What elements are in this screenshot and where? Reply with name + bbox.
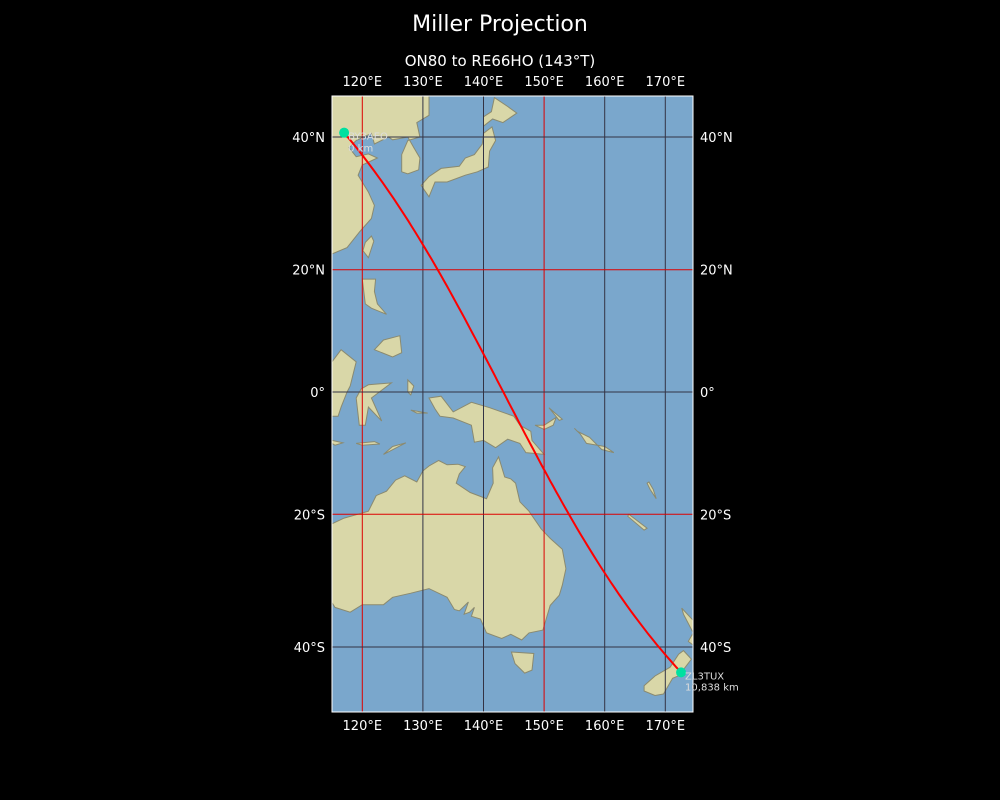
japan bbox=[420, 126, 497, 198]
top-lon-label: 160°E bbox=[585, 75, 625, 90]
luzon bbox=[361, 278, 387, 315]
right-lat-label: 20°N bbox=[700, 264, 733, 279]
map-frame bbox=[331, 95, 694, 713]
seram bbox=[410, 409, 428, 414]
vanuatu bbox=[646, 481, 657, 499]
halmahera bbox=[407, 378, 415, 396]
top-lon-label: 150°E bbox=[524, 75, 564, 90]
hokkaido bbox=[483, 96, 518, 128]
right-lat-label: 40°S bbox=[700, 641, 731, 656]
bottom-lon-label: 120°E bbox=[343, 719, 383, 734]
top-lon-label: 170°E bbox=[646, 75, 686, 90]
bottom-lon-label: 170°E bbox=[646, 719, 686, 734]
map-title: Miller Projection bbox=[412, 12, 588, 37]
java-bali bbox=[332, 439, 345, 446]
bottom-lon-label: 130°E bbox=[403, 719, 443, 734]
solomons bbox=[574, 427, 615, 454]
end-callsign: ZL3TUX bbox=[685, 671, 724, 682]
left-lat-label: 20°N bbox=[292, 264, 325, 279]
bottom-lon-label: 140°E bbox=[464, 719, 504, 734]
nz-north bbox=[681, 607, 693, 657]
timor bbox=[383, 442, 407, 455]
left-lat-label: 40°N bbox=[292, 131, 325, 146]
top-lon-label: 130°E bbox=[403, 75, 443, 90]
mindanao bbox=[373, 335, 403, 358]
fiji bbox=[708, 493, 720, 501]
new-britain bbox=[534, 416, 558, 431]
taiwan bbox=[362, 235, 375, 259]
bottom-lon-label: 160°E bbox=[585, 719, 625, 734]
start-marker[interactable] bbox=[339, 127, 350, 138]
left-lat-label: 0° bbox=[310, 386, 325, 401]
new-guinea bbox=[428, 395, 546, 456]
end-marker[interactable] bbox=[676, 667, 687, 678]
start-callsign: BY3AEO bbox=[348, 132, 388, 143]
australia bbox=[332, 455, 567, 641]
left-lat-label: 40°S bbox=[294, 641, 325, 656]
right-lat-label: 40°N bbox=[700, 131, 733, 146]
right-lat-label: 20°S bbox=[700, 508, 731, 523]
map-subtitle: ON80 to RE66HO (143°T) bbox=[404, 52, 596, 70]
nz-south bbox=[643, 649, 693, 697]
left-lat-label: 20°S bbox=[294, 508, 325, 523]
bottom-lon-label: 150°E bbox=[524, 719, 564, 734]
end-distance: 10,838 km bbox=[685, 682, 739, 693]
tasmania bbox=[510, 651, 535, 674]
asia-mainland bbox=[332, 96, 430, 255]
top-lon-label: 140°E bbox=[464, 75, 504, 90]
new-caledonia bbox=[627, 513, 648, 531]
great-circle-route bbox=[343, 132, 682, 673]
top-lon-label: 120°E bbox=[343, 75, 383, 90]
right-lat-label: 0° bbox=[700, 386, 715, 401]
new-ireland bbox=[548, 407, 564, 422]
start-distance: 0 km bbox=[348, 144, 373, 155]
